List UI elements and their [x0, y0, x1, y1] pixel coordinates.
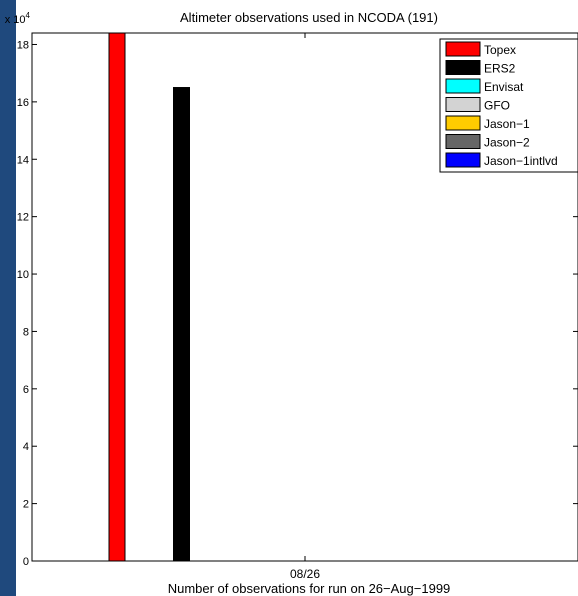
legend-swatch: [445, 152, 481, 168]
chart-title: Altimeter observations used in NCODA (19…: [180, 10, 438, 25]
y-tick-label: 4: [23, 441, 29, 453]
legend-swatch: [445, 41, 481, 57]
y-axis: 0 2 4 6 8 10 12 14 16 18: [17, 39, 578, 568]
y-tick-label: 14: [17, 154, 29, 166]
y-tick-label: 0: [23, 556, 29, 568]
y-tick-label: 18: [17, 39, 29, 51]
bars: [108, 32, 190, 562]
y-tick-label: 12: [17, 212, 29, 224]
legend-label: GFO: [484, 99, 510, 113]
y-tick-label: 16: [17, 97, 29, 109]
legend-label: Jason−1: [484, 117, 530, 131]
legend-label: Topex: [484, 43, 516, 57]
bar-ers2: [173, 87, 190, 562]
legend-label: Envisat: [484, 80, 524, 94]
y-tick-label: 2: [23, 499, 29, 511]
legend-swatch: [445, 97, 481, 112]
x-axis-label: Number of observations for run on 26−Aug…: [168, 581, 451, 596]
y-tick-label: 6: [23, 384, 29, 396]
legend-swatch: [445, 78, 481, 94]
legend-label: Jason−1intlvd: [484, 154, 558, 168]
y-tick-label: 8: [23, 326, 29, 338]
x-axis: 08/26: [290, 33, 320, 581]
legend-label: ERS2: [484, 62, 516, 76]
legend-swatch: [445, 60, 481, 75]
y-tick-label: 10: [17, 269, 29, 281]
x-tick-label: 08/26: [290, 567, 320, 581]
legend-label: Jason−2: [484, 136, 530, 150]
bar-topex: [108, 32, 126, 562]
legend-swatch: [445, 115, 481, 131]
legend-items: Topex ERS2 Envisat GFO Jason−1 Jason−2 Jason−1…: [445, 41, 558, 168]
legend: Topex ERS2 Envisat GFO Jason−1 Jason−2 Jason−1…: [439, 38, 578, 173]
legend-swatch: [445, 134, 481, 149]
y-multiplier: x 104: [5, 11, 31, 26]
